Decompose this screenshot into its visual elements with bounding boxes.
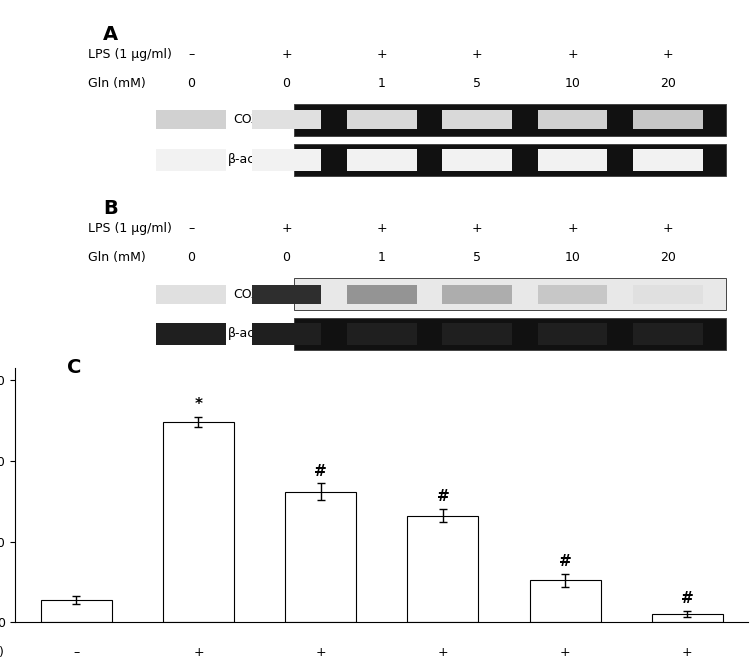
Text: +: + bbox=[438, 646, 448, 659]
Text: #: # bbox=[436, 489, 449, 504]
Text: +: + bbox=[662, 48, 673, 62]
Text: +: + bbox=[567, 48, 578, 62]
Text: +: + bbox=[662, 222, 673, 236]
Text: +: + bbox=[682, 646, 692, 659]
Text: 1: 1 bbox=[378, 77, 386, 90]
Bar bbox=[442, 322, 512, 345]
Text: Gln (mM): Gln (mM) bbox=[88, 77, 146, 90]
Text: 5: 5 bbox=[473, 251, 481, 264]
Text: –: – bbox=[188, 222, 194, 236]
Bar bbox=[538, 111, 607, 130]
Text: 0: 0 bbox=[283, 77, 290, 90]
Bar bbox=[633, 285, 702, 304]
Text: +: + bbox=[559, 646, 571, 659]
Text: Gln (mM): Gln (mM) bbox=[88, 251, 146, 264]
Bar bbox=[285, 492, 356, 622]
Text: *: * bbox=[194, 397, 203, 412]
Text: 0: 0 bbox=[283, 251, 290, 264]
Text: +: + bbox=[567, 222, 578, 236]
Bar bbox=[633, 322, 702, 345]
Text: β-actin: β-actin bbox=[228, 153, 271, 166]
Bar bbox=[538, 148, 607, 171]
Bar bbox=[442, 148, 512, 171]
Text: 0: 0 bbox=[187, 77, 195, 90]
Bar bbox=[347, 285, 417, 304]
Bar bbox=[163, 422, 234, 622]
Bar bbox=[156, 285, 226, 304]
Text: +: + bbox=[376, 222, 387, 236]
Text: 1: 1 bbox=[378, 251, 386, 264]
Bar bbox=[156, 322, 226, 345]
Text: –: – bbox=[188, 48, 194, 62]
Bar bbox=[407, 516, 479, 622]
Text: –: – bbox=[73, 646, 79, 659]
Text: 10: 10 bbox=[565, 77, 581, 90]
Text: COX-2: COX-2 bbox=[234, 287, 271, 301]
Bar bbox=[538, 285, 607, 304]
Text: LPS (1 μg/ml): LPS (1 μg/ml) bbox=[0, 646, 4, 659]
Bar bbox=[252, 148, 321, 171]
Text: +: + bbox=[472, 222, 482, 236]
Text: +: + bbox=[281, 222, 292, 236]
Bar bbox=[442, 111, 512, 130]
Bar bbox=[633, 148, 702, 171]
Text: 10: 10 bbox=[565, 251, 581, 264]
Text: 20: 20 bbox=[660, 77, 676, 90]
Text: #: # bbox=[681, 591, 694, 606]
Text: β-actin: β-actin bbox=[228, 327, 271, 340]
Text: 0: 0 bbox=[187, 251, 195, 264]
Bar bbox=[41, 600, 112, 622]
Text: +: + bbox=[193, 646, 204, 659]
Bar bbox=[538, 322, 607, 345]
Bar bbox=[347, 322, 417, 345]
Text: COX-2: COX-2 bbox=[234, 113, 271, 126]
Bar bbox=[294, 104, 727, 136]
Text: B: B bbox=[103, 199, 118, 218]
Bar bbox=[294, 278, 727, 310]
Bar bbox=[530, 581, 600, 622]
Text: LPS (1 μg/ml): LPS (1 μg/ml) bbox=[88, 48, 172, 62]
Bar bbox=[652, 614, 723, 622]
Text: 5: 5 bbox=[473, 77, 481, 90]
Bar bbox=[156, 111, 226, 130]
Text: 20: 20 bbox=[660, 251, 676, 264]
Text: #: # bbox=[559, 554, 572, 569]
Bar bbox=[252, 322, 321, 345]
Text: #: # bbox=[314, 463, 327, 479]
Text: +: + bbox=[472, 48, 482, 62]
Text: C: C bbox=[67, 358, 81, 377]
Bar bbox=[294, 144, 727, 175]
Text: A: A bbox=[103, 24, 118, 44]
Text: +: + bbox=[281, 48, 292, 62]
Bar bbox=[442, 285, 512, 304]
Bar bbox=[252, 285, 321, 304]
Bar bbox=[156, 148, 226, 171]
Text: LPS (1 μg/ml): LPS (1 μg/ml) bbox=[88, 222, 172, 236]
Bar bbox=[347, 148, 417, 171]
Text: +: + bbox=[376, 48, 387, 62]
Text: +: + bbox=[315, 646, 326, 659]
Bar bbox=[294, 318, 727, 350]
Bar bbox=[633, 111, 702, 130]
Bar bbox=[252, 111, 321, 130]
Bar bbox=[347, 111, 417, 130]
